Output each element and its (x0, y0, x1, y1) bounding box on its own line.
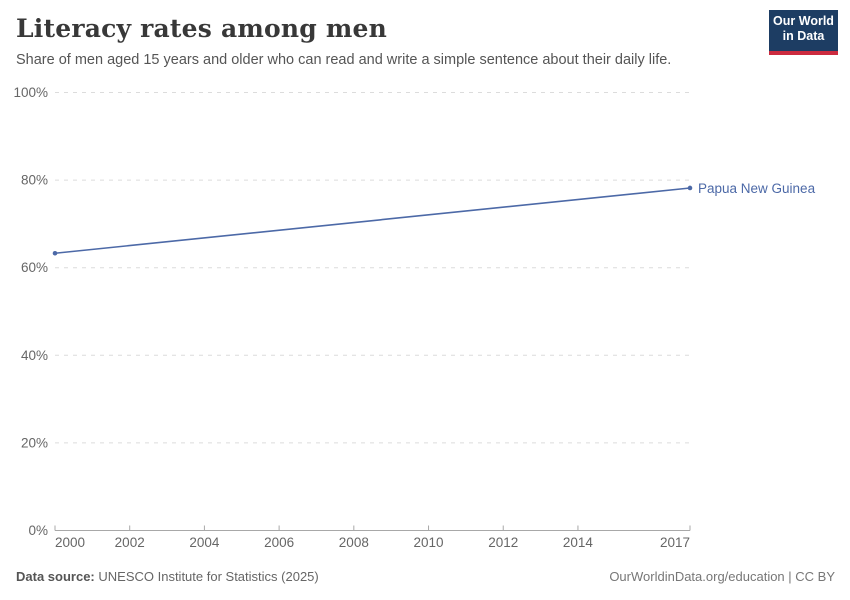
chart-title: Literacy rates among men (16, 14, 387, 43)
y-tick-label: 100% (13, 85, 48, 100)
x-tick-label: 2004 (189, 535, 220, 550)
y-tick-label: 40% (21, 348, 48, 363)
footer-link[interactable]: OurWorldinData.org/education | CC BY (609, 569, 835, 584)
owid-logo-line2: in Data (782, 29, 825, 43)
x-tick-label: 2010 (414, 535, 444, 550)
x-tick-label: 2012 (488, 535, 518, 550)
series-label-papua-new-guinea[interactable]: Papua New Guinea (698, 181, 816, 196)
x-tick-label: 2008 (339, 535, 369, 550)
x-tick-label: 2014 (563, 535, 594, 550)
data-point-marker[interactable] (52, 250, 58, 256)
series-line-papua-new-guinea[interactable] (54, 187, 691, 255)
data-source: Data source: UNESCO Institute for Statis… (16, 569, 319, 584)
x-tick-label: 2002 (115, 535, 145, 550)
owid-logo[interactable]: Our World in Data (769, 10, 838, 55)
x-tick-label: 2017 (660, 535, 690, 550)
owid-logo-line1: Our World (773, 14, 834, 28)
chart-subtitle: Share of men aged 15 years and older who… (16, 52, 672, 68)
y-tick-label: 80% (21, 173, 48, 188)
data-source-value: UNESCO Institute for Statistics (2025) (98, 569, 319, 584)
y-tick-label: 60% (21, 260, 48, 275)
y-tick-label: 20% (21, 435, 48, 450)
x-tick-label: 2006 (264, 535, 294, 550)
data-source-label: Data source: (16, 569, 95, 584)
y-tick-label: 0% (28, 523, 48, 538)
data-point-marker[interactable] (687, 185, 693, 191)
x-tick-label: 2000 (55, 535, 85, 550)
